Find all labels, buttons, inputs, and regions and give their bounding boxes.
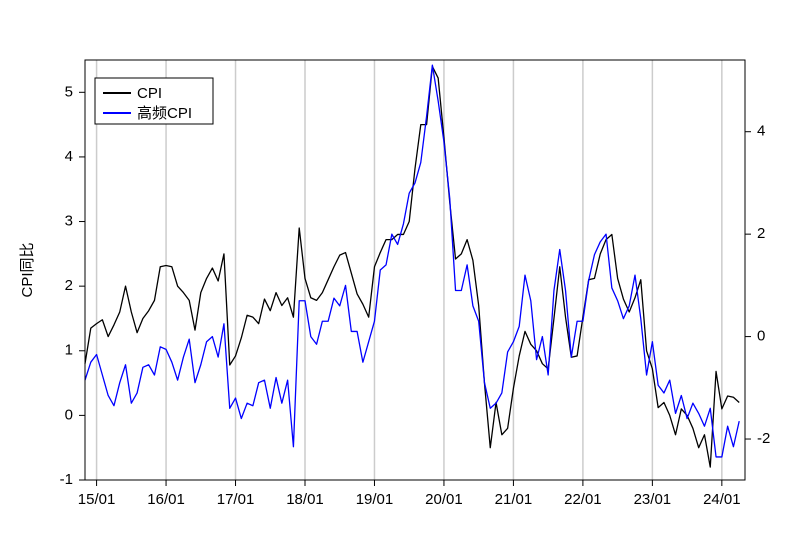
cpi-chart: -1 0 1 2 3 4 5 -2 0 2 4 15/01 16/01 17/01 18/01 19/01 20… [0,0,794,554]
y-left-tick-label: 3 [65,213,73,230]
y-left-tick-label: 4 [65,148,73,165]
y-right-tick-label: -2 [757,430,770,447]
x-tick-label: 19/01 [356,491,394,508]
x-tick-label: 23/01 [634,491,672,508]
y-right-tick-label: 2 [757,225,765,242]
x-tick-label: 21/01 [495,491,533,508]
y-left-tick-label: 5 [65,83,73,100]
y-left-tick-label: 0 [65,406,73,423]
x-tick-label: 22/01 [564,491,602,508]
y-left-tick-label: -1 [60,471,73,488]
y-right-tick-label: 0 [757,328,765,345]
legend-label: CPI [137,85,162,102]
x-tick-label: 16/01 [147,491,185,508]
x-tick-label: 17/01 [217,491,255,508]
x-tick-label: 18/01 [286,491,324,508]
x-tick-label: 15/01 [78,491,116,508]
y-axis-label: CPI同比 [19,242,36,297]
y-left-tick-label: 2 [65,277,73,294]
x-tick-label: 24/01 [703,491,741,508]
legend-label: 高频CPI [137,105,192,122]
x-tick-label: 20/01 [425,491,463,508]
y-right-tick-label: 4 [757,123,765,140]
y-left-tick-label: 1 [65,342,73,359]
